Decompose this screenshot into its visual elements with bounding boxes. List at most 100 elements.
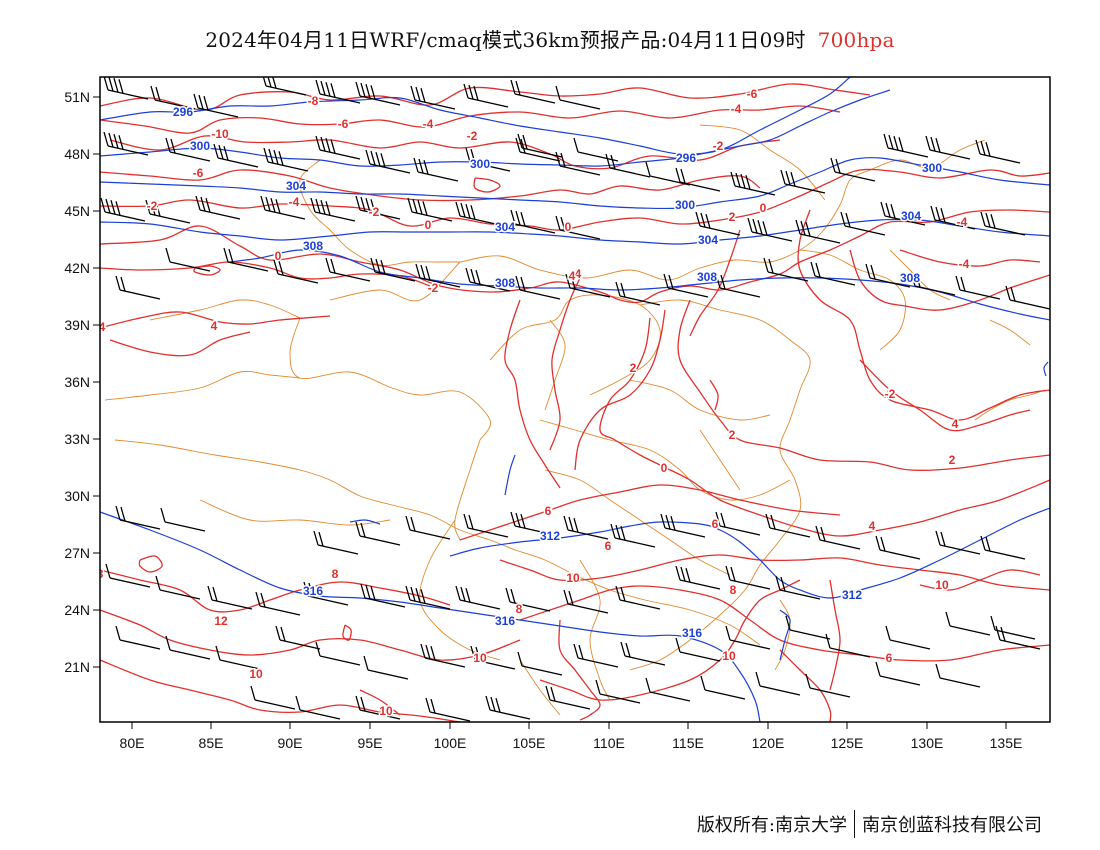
wind-barb <box>563 589 609 614</box>
wind-barb <box>405 515 451 540</box>
wind-barb <box>840 211 886 236</box>
wind-barb <box>945 611 991 636</box>
height-contour-label: 316 <box>495 614 515 628</box>
wind-barb <box>160 507 206 532</box>
temperature-contour-label: 4 <box>952 417 959 431</box>
wind-barb <box>510 79 556 104</box>
footer-right: 南京创蓝科技有限公司 <box>862 815 1042 836</box>
height-contour <box>449 507 1050 599</box>
temperature-contour <box>100 609 521 661</box>
wind-barb <box>910 271 956 296</box>
lat-tick-label: 21N <box>64 659 90 675</box>
wind-barb <box>207 585 253 610</box>
wind-barb <box>505 587 551 612</box>
temperature-contour-label: 2 <box>729 210 736 224</box>
border-line <box>629 379 771 421</box>
wind-barb <box>660 513 706 538</box>
wind-barb <box>573 137 619 162</box>
border-line <box>544 319 566 411</box>
lon-tick-label: 100E <box>434 735 467 751</box>
wind-barb <box>425 697 471 722</box>
lon-tick-label: 130E <box>911 735 944 751</box>
height-contour <box>100 77 851 155</box>
border-line <box>699 429 741 491</box>
wind-barb <box>555 85 601 110</box>
height-contour <box>100 218 1050 245</box>
wind-barb <box>765 513 811 538</box>
lon-tick-label: 125E <box>831 735 864 751</box>
wind-barb <box>365 149 411 174</box>
temperature-contour-label: 0 <box>760 201 767 215</box>
temperature-contour <box>100 83 871 111</box>
temperature-contour <box>100 311 331 329</box>
height-contour-label: 312 <box>842 588 862 602</box>
temperature-contour <box>100 261 431 287</box>
temperature-contour-label: -6 <box>193 166 204 180</box>
wind-barb <box>875 535 921 560</box>
height-contour <box>504 454 516 496</box>
wind-barb <box>415 263 461 288</box>
lat-tick-label: 39N <box>64 317 90 333</box>
height-contour-label: 312 <box>540 529 560 543</box>
wind-barb <box>313 530 359 555</box>
lat-tick-label: 33N <box>64 431 90 447</box>
temperature-contour-label: 10 <box>473 651 487 665</box>
wind-barb <box>405 585 451 610</box>
wind-barb <box>700 675 746 700</box>
wind-barb <box>825 633 871 658</box>
wind-barb <box>255 591 301 616</box>
height-contour <box>349 519 381 525</box>
temperature-contour-label: 0 <box>661 461 668 475</box>
axis-ticks: 51N 48N 45N 42N 39N 36N 33N 30N 27N 24N 21N 80E 85E 9… <box>64 89 1022 751</box>
temperature-contour-label: 8 <box>97 567 104 581</box>
wind-barb <box>275 625 321 650</box>
height-contour-label: 300 <box>470 157 490 171</box>
temperature-contour-label: 10 <box>935 578 949 592</box>
lat-tick-label: 48N <box>64 146 90 162</box>
temperature-contour-label: 6 <box>605 539 612 553</box>
contour-labels: 296 296 300 300 300 300 304 304 304 304 308 308 308 3… <box>97 86 971 720</box>
wind-barb <box>875 661 921 686</box>
temperature-contour-label: 4 <box>569 269 576 283</box>
wind-barb <box>150 85 196 110</box>
temperature-contour <box>342 624 352 641</box>
wind-barb <box>485 695 531 720</box>
wind-barb <box>105 563 151 588</box>
lon-tick-label: 105E <box>513 735 546 751</box>
wind-barb <box>315 79 361 104</box>
wind-barb <box>810 261 856 286</box>
lat-tick-label: 30N <box>64 488 90 504</box>
wind-barb <box>805 673 851 698</box>
border-line <box>799 249 906 351</box>
lon-tick-label: 95E <box>358 735 383 751</box>
wind-barb <box>517 133 563 158</box>
temperature-contour-label: 10 <box>379 704 393 718</box>
temperature-contour-label: -2 <box>147 199 158 213</box>
temperature-contour-label: -2 <box>467 129 478 143</box>
temperature-contour <box>193 265 221 276</box>
border-line <box>454 439 481 541</box>
wind-barb <box>463 513 509 538</box>
wind-barb <box>715 273 761 298</box>
wind-barb <box>470 645 516 670</box>
temperature-contour-label: -4 <box>423 117 434 131</box>
wind-barb <box>995 625 1041 650</box>
temperature-contour <box>504 299 561 489</box>
border-line <box>459 139 986 281</box>
wind-barb <box>407 197 453 222</box>
wind-barb <box>250 685 296 710</box>
wind-barb <box>463 83 509 108</box>
wind-barb <box>1005 285 1050 310</box>
wind-barb <box>165 137 211 162</box>
wind-barb <box>730 171 776 196</box>
temperature-contour <box>599 317 1050 537</box>
temperature-contour-label: 8 <box>516 602 523 616</box>
lon-tick-label: 85E <box>199 735 224 751</box>
lat-tick-label: 36N <box>64 374 90 390</box>
title-level: 700hpa <box>817 28 895 52</box>
wind-barb <box>413 157 459 182</box>
height-contour-label: 308 <box>303 239 323 253</box>
wind-barb <box>410 85 456 110</box>
border-line <box>774 599 791 671</box>
wind-barb <box>610 523 656 548</box>
